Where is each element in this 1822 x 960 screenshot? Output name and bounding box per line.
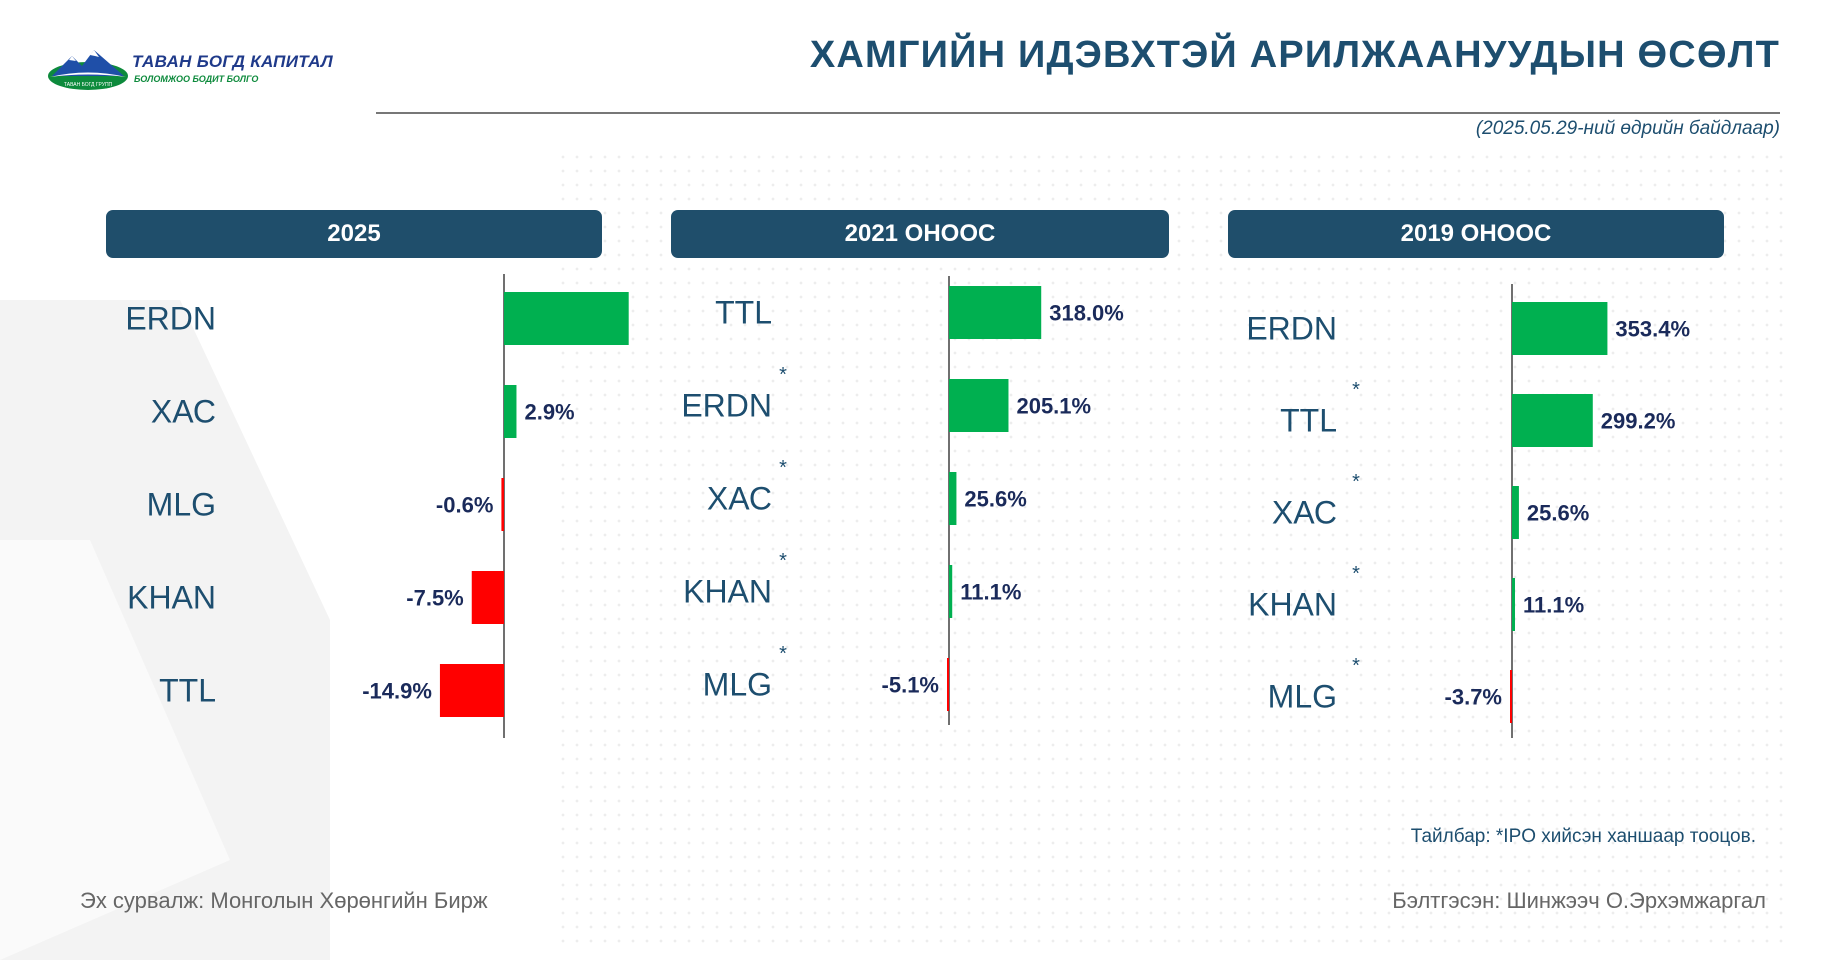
chart-0-category-label: ХАС	[151, 394, 216, 430]
company-logo: ТАВАН БОГД ГРУПП ТАВАН БОГД КАПИТАЛ БОЛО…	[46, 46, 346, 96]
chart-1-ipo-mark: *	[779, 457, 787, 479]
chart-2-value-label: 299.2%	[1601, 409, 1676, 434]
panel-header-2025: 2025	[106, 210, 602, 258]
chart-1-value-label: 318.0%	[1049, 301, 1124, 326]
chart-0-category-label: TTL	[159, 673, 216, 709]
logo-name: ТАВАН БОГД КАПИТАЛ	[132, 52, 334, 71]
logo-mark-text: ТАВАН БОГД ГРУПП	[64, 82, 113, 88]
chart-0-bar	[504, 385, 517, 438]
title-divider	[376, 112, 1780, 114]
chart-0-category-label: MLG	[147, 487, 216, 523]
chart-2-bar	[1512, 578, 1515, 631]
chart-0-value-label: -7.5%	[406, 586, 463, 611]
prepared-by: Бэлтгэсэн: Шинжээч О.Эрхэмжаргал	[1392, 888, 1766, 913]
chart-1-value-label: 11.1%	[960, 580, 1021, 605]
chart-0-category-label: ERDN	[125, 301, 216, 337]
chart-1-category-label: MLG	[703, 667, 772, 703]
chart-0-value-label: -0.6%	[436, 493, 493, 518]
chart-1-category-label: ХАС	[707, 481, 772, 517]
chart-1-value-label: -5.1%	[882, 673, 939, 698]
page-title: ХАМГИЙН ИДЭВХТЭЙ АРИЛЖААНУУДЫН ӨСӨЛТ	[809, 34, 1780, 76]
footnote: Тайлбар: *IPO хийсэн ханшаар тооцов.	[1410, 826, 1756, 847]
chart-2-bar	[1510, 670, 1512, 723]
source-note: Эх сурвалж: Монголын Хөрөнгийн Бирж	[80, 888, 488, 913]
chart-2-bar	[1512, 302, 1608, 355]
chart-1-bar	[947, 658, 949, 711]
chart-1-category-label: ERDN	[681, 388, 772, 424]
chart-1-category-label: KHAN	[683, 574, 772, 610]
chart-2-bar	[1512, 394, 1593, 447]
chart-1-bar	[949, 286, 1042, 339]
chart-1-ipo-mark: *	[779, 364, 787, 386]
chart-2-category-label: ERDN	[1246, 311, 1337, 347]
chart-0-bar	[501, 478, 504, 531]
chart-0-bar	[439, 664, 504, 717]
chart-1-bar	[949, 472, 957, 525]
chart-2-category-label: KHAN	[1248, 587, 1337, 623]
chart-1-ipo-mark: *	[779, 643, 787, 665]
chart-0-bar	[471, 571, 504, 624]
logo-tagline: БОЛОМЖОО БОДИТ БОЛГО	[134, 74, 259, 84]
chart-1-category-label: TTL	[715, 295, 772, 331]
chart-2-category-label: MLG	[1268, 679, 1337, 715]
chart-1-ipo-mark: *	[779, 550, 787, 572]
chart-2-ipo-mark: *	[1352, 563, 1360, 585]
chart-2-value-label: -3.7%	[1445, 685, 1502, 710]
chart-2-ipo-mark: *	[1352, 379, 1360, 401]
panel-header-2019: 2019 ОНООС	[1228, 210, 1724, 258]
chart-2-ipo-mark: *	[1352, 655, 1360, 677]
chart-2-bar	[1512, 486, 1519, 539]
chart-0-bar	[504, 292, 629, 345]
panel-header-2021: 2021 ОНООС	[671, 210, 1169, 258]
chart-1-bar	[949, 565, 953, 618]
chart-0-value-label: 2.9%	[524, 400, 574, 425]
date-note: (2025.05.29-ний өдрийн байдлаар)	[1475, 118, 1780, 139]
chart-2-ipo-mark: *	[1352, 471, 1360, 493]
chart-2-category-label: TTL	[1280, 403, 1337, 439]
chart-2-category-label: ХАС	[1272, 495, 1337, 531]
chart-2-value-label: 25.6%	[1527, 501, 1589, 526]
chart-1-value-label: 205.1%	[1016, 394, 1091, 419]
chart-1-value-label: 25.6%	[964, 487, 1026, 512]
chart-0-value-label: -14.9%	[362, 679, 432, 704]
chart-1-bar	[949, 379, 1009, 432]
chart-2-value-label: 11.1%	[1523, 593, 1584, 618]
chart-0-category-label: KHAN	[127, 580, 216, 616]
mountain-logo-icon: ТАВАН БОГД ГРУПП	[48, 50, 128, 90]
chart-2-value-label: 353.4%	[1615, 317, 1690, 342]
